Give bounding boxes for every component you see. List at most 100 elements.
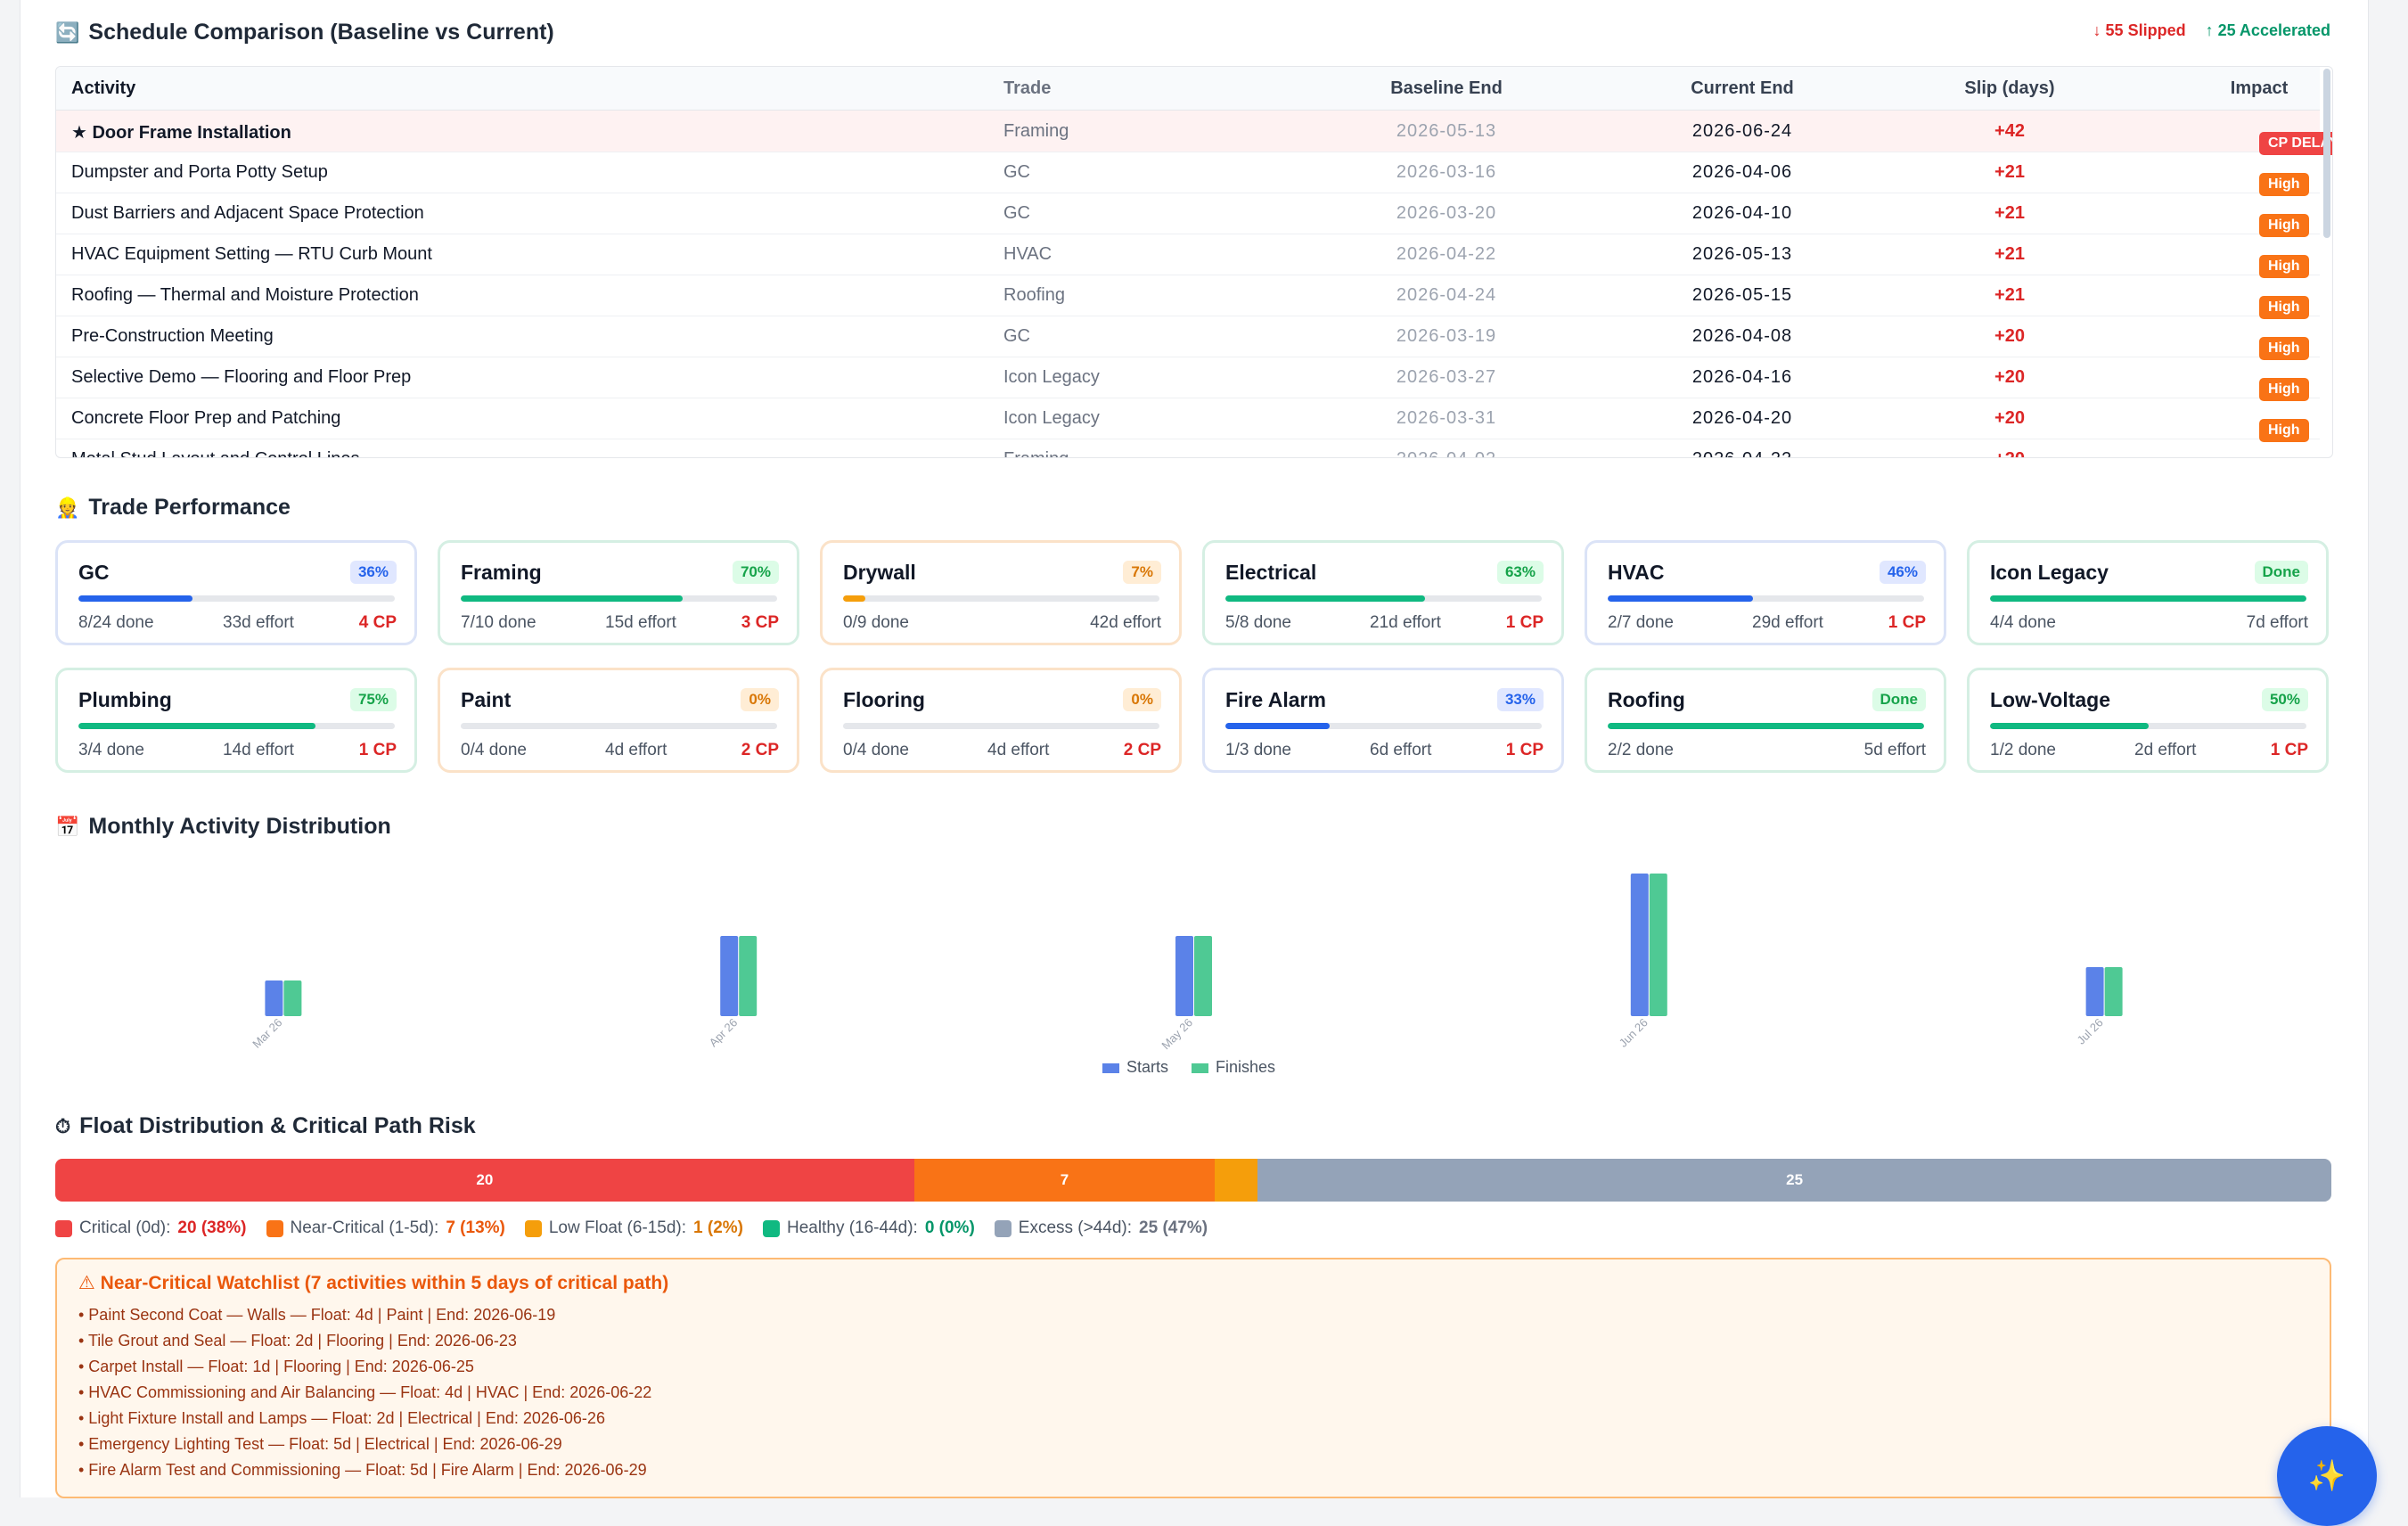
table-row[interactable]: Concrete Floor Prep and Patching Icon Leg… [56, 398, 2320, 442]
table-row[interactable]: Metal Stud Layout and Control Lines Frami… [56, 439, 2320, 457]
col-impact[interactable]: Impact [2230, 78, 2289, 98]
legend-swatch [524, 1219, 542, 1237]
trade-card[interactable]: Fire Alarm 33% 1/3 done 6d effort 1 CP [1202, 668, 1564, 773]
trade-name: Icon Legacy [1003, 367, 1100, 387]
trade-card-name: Icon Legacy [1990, 561, 2109, 584]
bar-starts[interactable] [720, 936, 739, 1016]
trade-progress-bar [1990, 723, 2306, 729]
activity-name: Roofing — Thermal and Moisture Protectio… [71, 285, 419, 305]
col-baseline-end[interactable]: Baseline End [1390, 78, 1503, 98]
stopwatch-icon: ⏱ [55, 1114, 71, 1137]
trade-card[interactable]: Icon Legacy Done 4/4 done 7d effort [1967, 540, 2329, 645]
trade-card[interactable]: Paint 0% 0/4 done 4d effort 2 CP [438, 668, 799, 773]
trade-progress-bar [1608, 723, 1924, 729]
trade-card-name: Fire Alarm [1225, 688, 1326, 711]
worker-icon: 👷 [55, 496, 80, 519]
current-end-date: 2026-04-22 [1635, 449, 1849, 457]
float-segment: 20 [55, 1159, 914, 1202]
table-row[interactable]: Pre-Construction Meeting GC 2026-03-19 2026… [56, 316, 2320, 360]
trade-card-percent: 7% [1123, 561, 1161, 584]
table-row[interactable]: Roofing — Thermal and Moisture Protectio… [56, 275, 2320, 319]
bar-starts[interactable] [265, 980, 283, 1016]
col-trade[interactable]: Trade [1003, 78, 1052, 98]
trade-card[interactable]: Drywall 7% 0/9 done 42d effort [820, 540, 1182, 645]
monthly-section-title: 📅 Monthly Activity Distribution [55, 814, 391, 839]
float-segment: 25 [1257, 1159, 2331, 1202]
bar-finishes[interactable] [2104, 967, 2123, 1016]
trade-progress-bar [843, 723, 1159, 729]
trade-name: Framing [1003, 121, 1069, 141]
table-scrollbar[interactable] [2323, 69, 2330, 238]
bar-finishes[interactable] [1649, 874, 1667, 1016]
trade-card-percent: Done [2254, 561, 2308, 584]
ai-assistant-button[interactable]: ✨ [2277, 1426, 2377, 1526]
slip-days: +21 [1994, 244, 2025, 264]
bar-finishes[interactable] [1194, 936, 1212, 1016]
trade-card[interactable]: Framing 70% 7/10 done 15d effort 3 CP [438, 540, 799, 645]
legend-value: 0 (0%) [924, 1218, 975, 1237]
bar-starts[interactable] [1630, 874, 1649, 1016]
trade-card[interactable]: GC 36% 8/24 done 33d effort 4 CP [55, 540, 417, 645]
table-row[interactable]: Selective Demo — Flooring and Floor Prep… [56, 357, 2320, 401]
schedule-table[interactable]: Activity Trade Baseline End Current End … [55, 66, 2333, 458]
slip-days: +42 [1994, 121, 2025, 141]
current-end-date: 2026-05-13 [1691, 244, 1793, 264]
col-slip[interactable]: Slip (days) [1964, 78, 2055, 98]
bar-finishes[interactable] [283, 980, 302, 1016]
monthly-bar-chart: Mar 26 Apr 26 May 26 Jun 26 Jul 26 [250, 874, 2123, 1052]
table-row[interactable]: HVAC Equipment Setting — RTU Curb Mount H… [56, 234, 2320, 278]
trade-progress-bar [1608, 595, 1924, 602]
table-row[interactable]: Dumpster and Porta Potty Setup GC 2026-03-… [56, 152, 2320, 196]
trade-card[interactable]: Electrical 63% 5/8 done 21d effort 1 CP [1202, 540, 1564, 645]
trade-done-count: 1/3 done [1225, 741, 1291, 759]
trade-name: GC [1003, 326, 1030, 346]
trade-cp-count: 2 CP [1123, 741, 1161, 759]
watchlist-item: • Tile Grout and Seal — Float: 2d | Floo… [78, 1332, 517, 1350]
trade-cp-count: 1 CP [1888, 613, 1926, 632]
trade-card[interactable]: Low-Voltage 50% 1/2 done 2d effort 1 CP [1967, 668, 2329, 773]
trade-done-count: 0/4 done [461, 741, 527, 759]
trade-effort: 29d effort [1752, 613, 1823, 632]
table-row[interactable]: Dust Barriers and Adjacent Space Protect… [56, 193, 2320, 237]
legend-series-name: Finishes [1216, 1058, 1276, 1076]
trade-progress-bar [461, 595, 777, 602]
col-current-end[interactable]: Current End [1691, 78, 1794, 98]
trade-card[interactable]: Plumbing 75% 3/4 done 14d effort 1 CP [55, 668, 417, 773]
trade-name: GC [1003, 162, 1030, 182]
trade-card[interactable]: Roofing Done 2/2 done 5d effort [1585, 668, 1946, 773]
chart-legend-item[interactable]: Finishes [1192, 1058, 1275, 1077]
legend-value: 7 (13%) [446, 1218, 505, 1237]
legend-value: 20 (38%) [177, 1218, 247, 1237]
impact-badge: High [2259, 214, 2309, 237]
watchlist-item: • Emergency Lighting Test — Float: 5d | … [78, 1435, 562, 1453]
trade-done-count: 7/10 done [461, 613, 536, 632]
baseline-end-date: 2026-05-13 [1396, 121, 1497, 141]
legend-label: Healthy (16-44d): [787, 1218, 918, 1237]
trade-progress-bar [843, 595, 1159, 602]
trade-done-count: 0/9 done [843, 613, 909, 632]
trade-effort: 15d effort [605, 613, 676, 632]
baseline-end-date: 2026-03-20 [1396, 203, 1497, 223]
current-end-date: 2026-04-06 [1691, 162, 1793, 182]
bar-finishes[interactable] [739, 936, 758, 1016]
bar-starts[interactable] [1175, 936, 1193, 1016]
impact-badge: High [2259, 173, 2309, 196]
trade-progress-bar [1990, 595, 2306, 602]
col-activity[interactable]: Activity [71, 78, 136, 98]
trade-cp-count: 1 CP [1505, 613, 1544, 632]
chart-legend: Starts Finishes [1102, 1058, 1275, 1077]
trade-card[interactable]: Flooring 0% 0/4 done 4d effort 2 CP [820, 668, 1182, 773]
table-row[interactable]: ★ Door Frame Installation Framing 2026-05-… [56, 111, 2332, 155]
trade-effort: 14d effort [223, 741, 294, 759]
trade-card-percent: 63% [1496, 561, 1544, 584]
trade-progress-bar [1225, 723, 1542, 729]
watchlist-item: • Paint Second Coat — Walls — Float: 4d … [78, 1306, 556, 1324]
bar-starts[interactable] [2085, 967, 2104, 1016]
trade-cp-count: 1 CP [358, 741, 397, 759]
chart-legend-item[interactable]: Starts [1102, 1058, 1168, 1077]
activity-name: ★ Door Frame Installation [71, 123, 291, 143]
trade-name: Icon Legacy [1003, 408, 1100, 428]
trade-progress-bar [461, 723, 777, 729]
trade-card[interactable]: HVAC 46% 2/7 done 29d effort 1 CP [1585, 540, 1946, 645]
legend-label: Excess (>44d): [1018, 1218, 1133, 1237]
